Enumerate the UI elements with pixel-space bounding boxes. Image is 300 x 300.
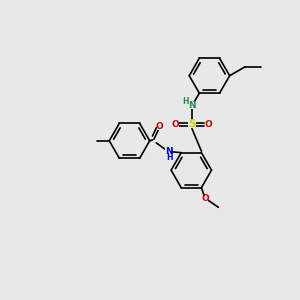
FancyBboxPatch shape <box>189 102 195 109</box>
FancyBboxPatch shape <box>172 121 179 128</box>
FancyBboxPatch shape <box>157 124 163 130</box>
Text: H: H <box>167 153 173 162</box>
Text: S: S <box>188 119 196 129</box>
Text: H: H <box>182 97 189 106</box>
Text: O: O <box>204 120 212 129</box>
Text: N: N <box>165 147 172 156</box>
Text: O: O <box>156 122 164 131</box>
FancyBboxPatch shape <box>166 148 172 154</box>
FancyBboxPatch shape <box>188 120 196 128</box>
Text: O: O <box>172 120 179 129</box>
FancyBboxPatch shape <box>202 196 208 202</box>
Text: N: N <box>188 101 196 110</box>
Text: O: O <box>201 194 209 203</box>
FancyBboxPatch shape <box>205 121 211 128</box>
